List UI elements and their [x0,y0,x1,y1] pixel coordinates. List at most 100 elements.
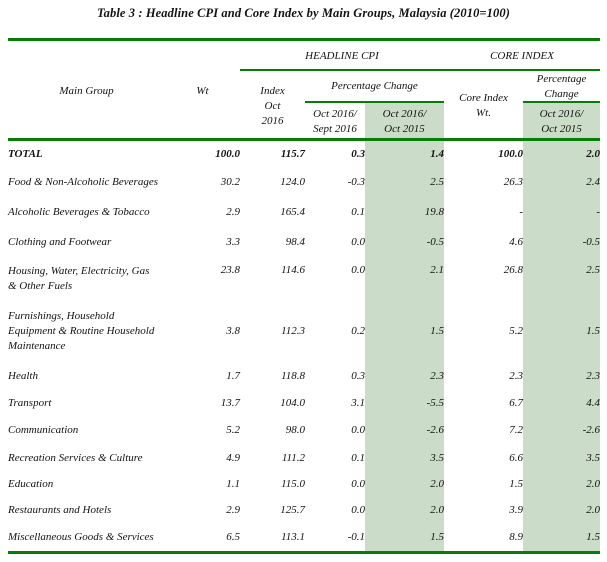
index-value: 113.1 [281,530,305,543]
mom-value: 0.0 [351,264,365,276]
row-label: Alcoholic Beverages & Tobacco [8,205,150,218]
mom-value: 3.1 [351,397,365,409]
index-value: 112.3 [281,325,305,337]
yoy-value: -0.5 [426,235,444,248]
wt-value: 23.8 [220,264,240,276]
table-row: Miscellaneous Goods & Services 6.5 113.1… [8,523,600,551]
row-label: Miscellaneous Goods & Services [8,530,154,543]
rule-under-core-pct-change [523,101,600,103]
wt-value: 13.7 [220,397,240,409]
wt-value: 4.9 [226,451,240,464]
wt-value: 2.9 [226,503,240,516]
core-yoy-value: 3.5 [586,451,601,464]
core-wt-value: 26.3 [503,176,523,188]
index-value: 98.0 [285,424,305,436]
col-header-core-pct-change: Percentage Change [536,72,587,100]
index-value: 114.6 [281,264,305,276]
row-label: Clothing and Footwear [8,235,112,248]
yoy-value: 2.1 [430,264,444,276]
table-row: Food & Non-Alcoholic Beverages 30.2 124.… [8,168,600,197]
mom-value: 0.0 [351,235,365,248]
row-label: Communication [8,424,79,436]
core-yoy-value: - [596,205,601,218]
yoy-value: 1.4 [430,148,444,160]
table-row: Furnishings, Household Equipment & Routi… [8,300,600,363]
col-header-core-yoy: Oct 2016/ Oct 2015 [539,107,584,135]
wt-value: 5.2 [226,424,240,436]
core-wt-value: 1.5 [509,478,523,490]
core-wt-value: - [519,205,523,218]
mom-value: 0.1 [351,451,365,464]
row-label: Recreation Services & Culture [8,451,143,464]
core-yoy-value: 2.0 [586,503,601,516]
core-wt-value: 8.9 [509,530,523,543]
core-yoy-value: 1.5 [586,530,601,543]
mom-value: 0.1 [351,205,365,218]
table-title: Table 3 : Headline CPI and Core Index by… [97,6,510,20]
core-yoy-value: 2.4 [586,176,601,188]
highlight-band-headline-yoy [365,103,444,551]
col-header-pct-change: Percentage Change [331,80,418,92]
mom-value: 0.3 [351,148,365,160]
index-value: 125.7 [280,503,305,516]
wt-value: 30.2 [220,176,240,188]
wt-value: 2.9 [226,205,240,218]
group-header-core-index: CORE INDEX [490,49,554,62]
rule-under-core-index [444,69,600,71]
rule-under-headline-pct-change [305,101,444,103]
wt-value: 1.1 [226,478,240,490]
yoy-value: 2.0 [430,478,444,490]
col-header-core-index-wt: Core Index Wt. [459,92,508,119]
col-header-main-group: Main Group [59,84,114,97]
row-label: TOTAL [8,148,43,160]
group-header-headline-cpi: HEADLINE CPI [305,49,379,62]
index-value: 111.2 [281,451,305,464]
core-wt-value: 6.6 [509,451,523,464]
col-header-wt: Wt [196,84,209,97]
table-row: Communication 5.2 98.0 0.0 -2.6 7.2 -2.6 [8,417,600,444]
index-value: 104.0 [280,397,305,409]
wt-value: 6.5 [226,530,240,543]
table-row: Recreation Services & Culture 4.9 111.2 … [8,444,600,472]
row-label: Education [8,478,54,490]
table-row: TOTAL 100.0 115.7 0.3 1.4 100.0 2.0 [8,141,600,168]
table-row: Transport 13.7 104.0 3.1 -5.5 6.7 4.4 [8,390,600,417]
table-header-divider [8,138,600,141]
row-label: Restaurants and Hotels [8,503,112,516]
rule-under-headline-cpi [240,69,444,71]
core-yoy-value: 2.0 [586,148,601,160]
table-row: Restaurants and Hotels 2.9 125.7 0.0 2.0… [8,497,600,523]
col-header-index-oct-2016: Index Oct 2016 [260,84,285,127]
mom-value: -0.1 [347,530,365,543]
table-row: Housing, Water, Electricity, Gas & Other… [8,257,600,300]
yoy-value: -5.5 [426,397,444,409]
index-value: 98.4 [285,235,305,248]
yoy-value: 1.5 [430,530,444,543]
row-label: Housing, Water, Electricity, Gas & Other… [8,264,150,292]
wt-value: 3.3 [226,235,240,248]
row-label: Health [8,370,38,382]
yoy-value: 2.3 [430,370,444,382]
wt-value: 100.0 [215,148,240,160]
core-wt-value: 26.8 [503,264,523,276]
row-label: Food & Non-Alcoholic Beverages [8,176,158,188]
highlight-band-core-yoy [523,103,600,551]
index-value: 118.8 [281,370,305,382]
table-row: Alcoholic Beverages & Tobacco 2.9 165.4 … [8,197,600,227]
core-wt-value: 4.6 [509,235,523,248]
core-yoy-value: 2.0 [586,478,601,490]
core-wt-value: 3.9 [509,503,523,516]
table-row: Clothing and Footwear 3.3 98.4 0.0 -0.5 … [8,227,600,257]
col-header-mom: Oct 2016/ Sept 2016 [313,107,357,135]
table-row: Education 1.1 115.0 0.0 2.0 1.5 2.0 [8,472,600,497]
wt-value: 1.7 [226,370,240,382]
row-label: Transport [8,397,52,409]
row-label: Furnishings, Household Equipment & Routi… [8,310,155,352]
core-yoy-value: 2.5 [586,264,601,276]
core-yoy-value: 2.3 [586,370,601,382]
index-value: 124.0 [280,176,305,188]
index-value: 165.4 [280,205,305,218]
table-border-top [8,38,600,41]
mom-value: 0.2 [351,325,365,337]
